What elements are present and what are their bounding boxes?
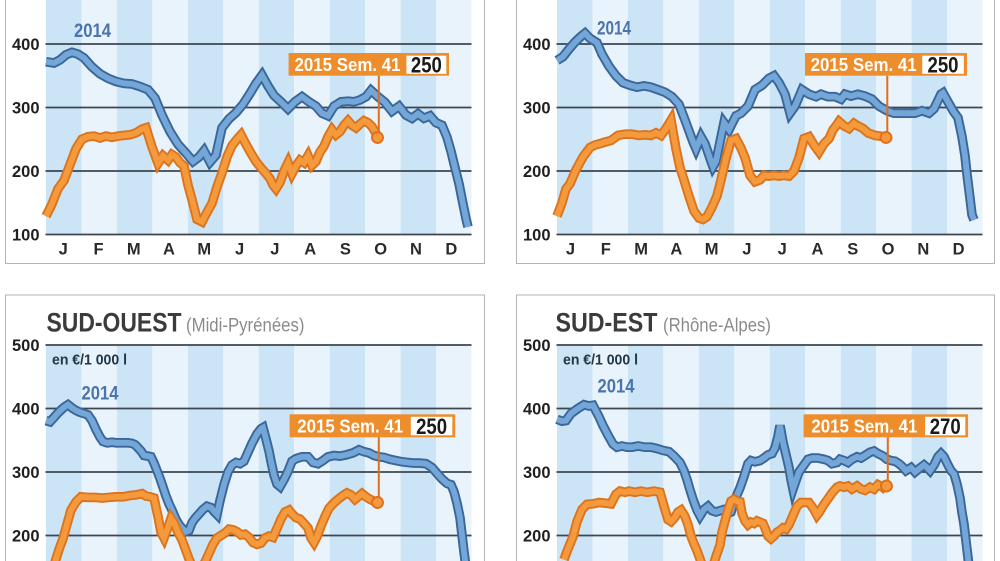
svg-text:200: 200 bbox=[523, 163, 551, 181]
svg-text:A: A bbox=[304, 241, 316, 259]
svg-text:300: 300 bbox=[12, 100, 40, 118]
svg-text:2014: 2014 bbox=[597, 17, 631, 39]
svg-text:200: 200 bbox=[12, 528, 40, 546]
svg-text:J: J bbox=[566, 241, 575, 259]
svg-text:300: 300 bbox=[523, 464, 551, 482]
svg-text:2015 Sem. 41: 2015 Sem. 41 bbox=[811, 417, 917, 437]
svg-text:en €/1 000 l: en €/1 000 l bbox=[563, 0, 638, 4]
svg-text:250: 250 bbox=[928, 53, 959, 78]
svg-text:D: D bbox=[445, 241, 457, 259]
svg-text:F: F bbox=[601, 241, 611, 259]
svg-text:100: 100 bbox=[523, 227, 551, 245]
svg-text:N: N bbox=[917, 241, 929, 259]
svg-text:(Rhône-Alpes): (Rhône-Alpes) bbox=[663, 316, 771, 337]
svg-text:2014: 2014 bbox=[74, 20, 111, 42]
svg-text:100: 100 bbox=[12, 227, 40, 245]
svg-text:400: 400 bbox=[523, 36, 551, 54]
svg-text:N: N bbox=[410, 241, 422, 259]
svg-text:D: D bbox=[953, 241, 965, 259]
svg-text:en €/1 000 l: en €/1 000 l bbox=[52, 352, 127, 368]
svg-text:S: S bbox=[340, 241, 351, 259]
svg-text:2014: 2014 bbox=[82, 383, 119, 405]
svg-text:250: 250 bbox=[416, 414, 447, 439]
svg-text:A: A bbox=[163, 241, 175, 259]
svg-text:2015 Sem. 41: 2015 Sem. 41 bbox=[295, 55, 401, 75]
svg-text:en €/1 000 l: en €/1 000 l bbox=[52, 0, 127, 4]
svg-text:2015 Sem. 41: 2015 Sem. 41 bbox=[297, 417, 403, 437]
svg-text:M: M bbox=[127, 241, 141, 259]
svg-text:(Midi-Pyrénées): (Midi-Pyrénées) bbox=[186, 316, 305, 337]
svg-text:2014: 2014 bbox=[598, 376, 635, 398]
svg-text:S: S bbox=[847, 241, 858, 259]
svg-text:2015 Sem. 41: 2015 Sem. 41 bbox=[811, 55, 917, 75]
svg-text:400: 400 bbox=[12, 401, 40, 419]
svg-text:M: M bbox=[197, 241, 211, 259]
svg-text:en €/1 000 l: en €/1 000 l bbox=[563, 352, 638, 368]
svg-text:270: 270 bbox=[930, 414, 961, 439]
svg-text:SUD-EST: SUD-EST bbox=[556, 308, 658, 338]
svg-text:300: 300 bbox=[523, 100, 551, 118]
svg-text:A: A bbox=[812, 241, 824, 259]
svg-text:O: O bbox=[374, 241, 387, 259]
svg-text:M: M bbox=[705, 241, 719, 259]
svg-text:J: J bbox=[742, 241, 751, 259]
svg-text:400: 400 bbox=[12, 36, 40, 54]
svg-text:500: 500 bbox=[12, 337, 40, 355]
svg-text:200: 200 bbox=[12, 163, 40, 181]
svg-text:300: 300 bbox=[12, 464, 40, 482]
svg-text:J: J bbox=[270, 241, 279, 259]
svg-text:A: A bbox=[670, 241, 682, 259]
svg-text:500: 500 bbox=[523, 337, 551, 355]
svg-text:M: M bbox=[634, 241, 648, 259]
svg-text:400: 400 bbox=[523, 401, 551, 419]
svg-text:J: J bbox=[778, 241, 787, 259]
svg-text:J: J bbox=[59, 241, 68, 259]
svg-text:O: O bbox=[882, 241, 895, 259]
svg-text:250: 250 bbox=[411, 53, 442, 78]
svg-text:F: F bbox=[93, 241, 103, 259]
svg-text:SUD-OUEST: SUD-OUEST bbox=[47, 308, 182, 338]
svg-text:J: J bbox=[235, 241, 244, 259]
svg-text:200: 200 bbox=[523, 528, 551, 546]
